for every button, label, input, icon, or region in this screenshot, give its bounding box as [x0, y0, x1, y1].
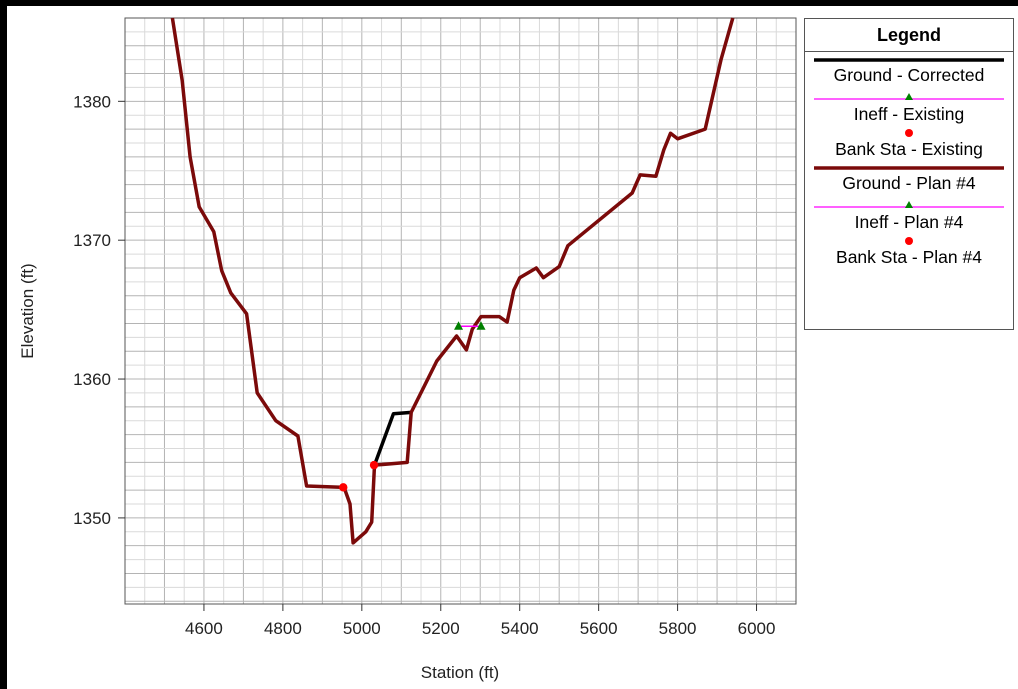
legend-entries: Ground - Corrected Ineff - Existing Bank S… [805, 52, 1013, 268]
y-tick-label: 1380 [73, 92, 111, 111]
axis-ticks: 4600 4800 5000 5200 5400 5600 5800 6000 1350 1360… [73, 92, 775, 638]
legend-title: Legend [805, 19, 1013, 52]
legend-entry: Bank Sta - Plan #4 [805, 233, 1013, 268]
legend-swatch [814, 58, 1004, 62]
grid [125, 17, 797, 604]
x-axis-label: Station (ft) [421, 663, 499, 682]
window-frame-top [0, 0, 1018, 6]
legend-swatch [905, 129, 913, 137]
legend-label: Ineff - Plan #4 [854, 212, 964, 232]
y-tick-label: 1360 [73, 370, 111, 389]
legend-swatch [814, 166, 1004, 170]
x-tick-label: 5000 [343, 619, 381, 638]
y-axis-label: Elevation (ft) [18, 263, 37, 358]
legend-label: Bank Sta - Existing [835, 139, 983, 159]
x-tick-label: 5200 [422, 619, 460, 638]
bank-station-marker [339, 483, 348, 492]
bank-station-marker [369, 460, 379, 470]
legend-entry: Ineff - Existing [805, 86, 1013, 125]
legend-swatch-dot [905, 237, 913, 245]
y-tick-label: 1370 [73, 231, 111, 250]
x-tick-label: 6000 [738, 619, 776, 638]
ineff-triangle-marker [476, 321, 486, 330]
legend-entry: Bank Sta - Existing [805, 125, 1013, 160]
legend-swatch-triangle [905, 93, 913, 100]
series-ground-plan4 [170, 17, 735, 545]
window-frame-left [0, 0, 7, 689]
legend-entry: Ineff - Plan #4 [805, 194, 1013, 233]
ineff-triangle-marker [454, 321, 464, 330]
legend-label: Ground - Plan #4 [842, 173, 976, 193]
legend-entry: Ground - Corrected [805, 52, 1013, 86]
plot-area-border [124, 17, 797, 605]
legend-swatch [905, 237, 913, 245]
legend-swatch-dot [905, 129, 913, 137]
y-tick-label: 1350 [73, 509, 111, 528]
legend-swatch [814, 201, 1004, 208]
legend-label: Ground - Corrected [833, 65, 985, 85]
x-tick-label: 4600 [185, 619, 223, 638]
legend-swatch-triangle [905, 201, 913, 208]
legend: Legend Ground - Corrected Ineff - Existin… [804, 18, 1014, 330]
series-ground-corrected [372, 410, 412, 466]
series [170, 17, 735, 545]
legend-swatch [814, 93, 1004, 100]
x-tick-label: 5400 [501, 619, 539, 638]
legend-label: Ineff - Existing [853, 104, 965, 124]
legend-label: Bank Sta - Plan #4 [836, 247, 982, 267]
x-tick-label: 4800 [264, 619, 302, 638]
legend-entry: Ground - Plan #4 [805, 160, 1013, 194]
x-tick-label: 5800 [659, 619, 697, 638]
x-tick-label: 5600 [580, 619, 618, 638]
